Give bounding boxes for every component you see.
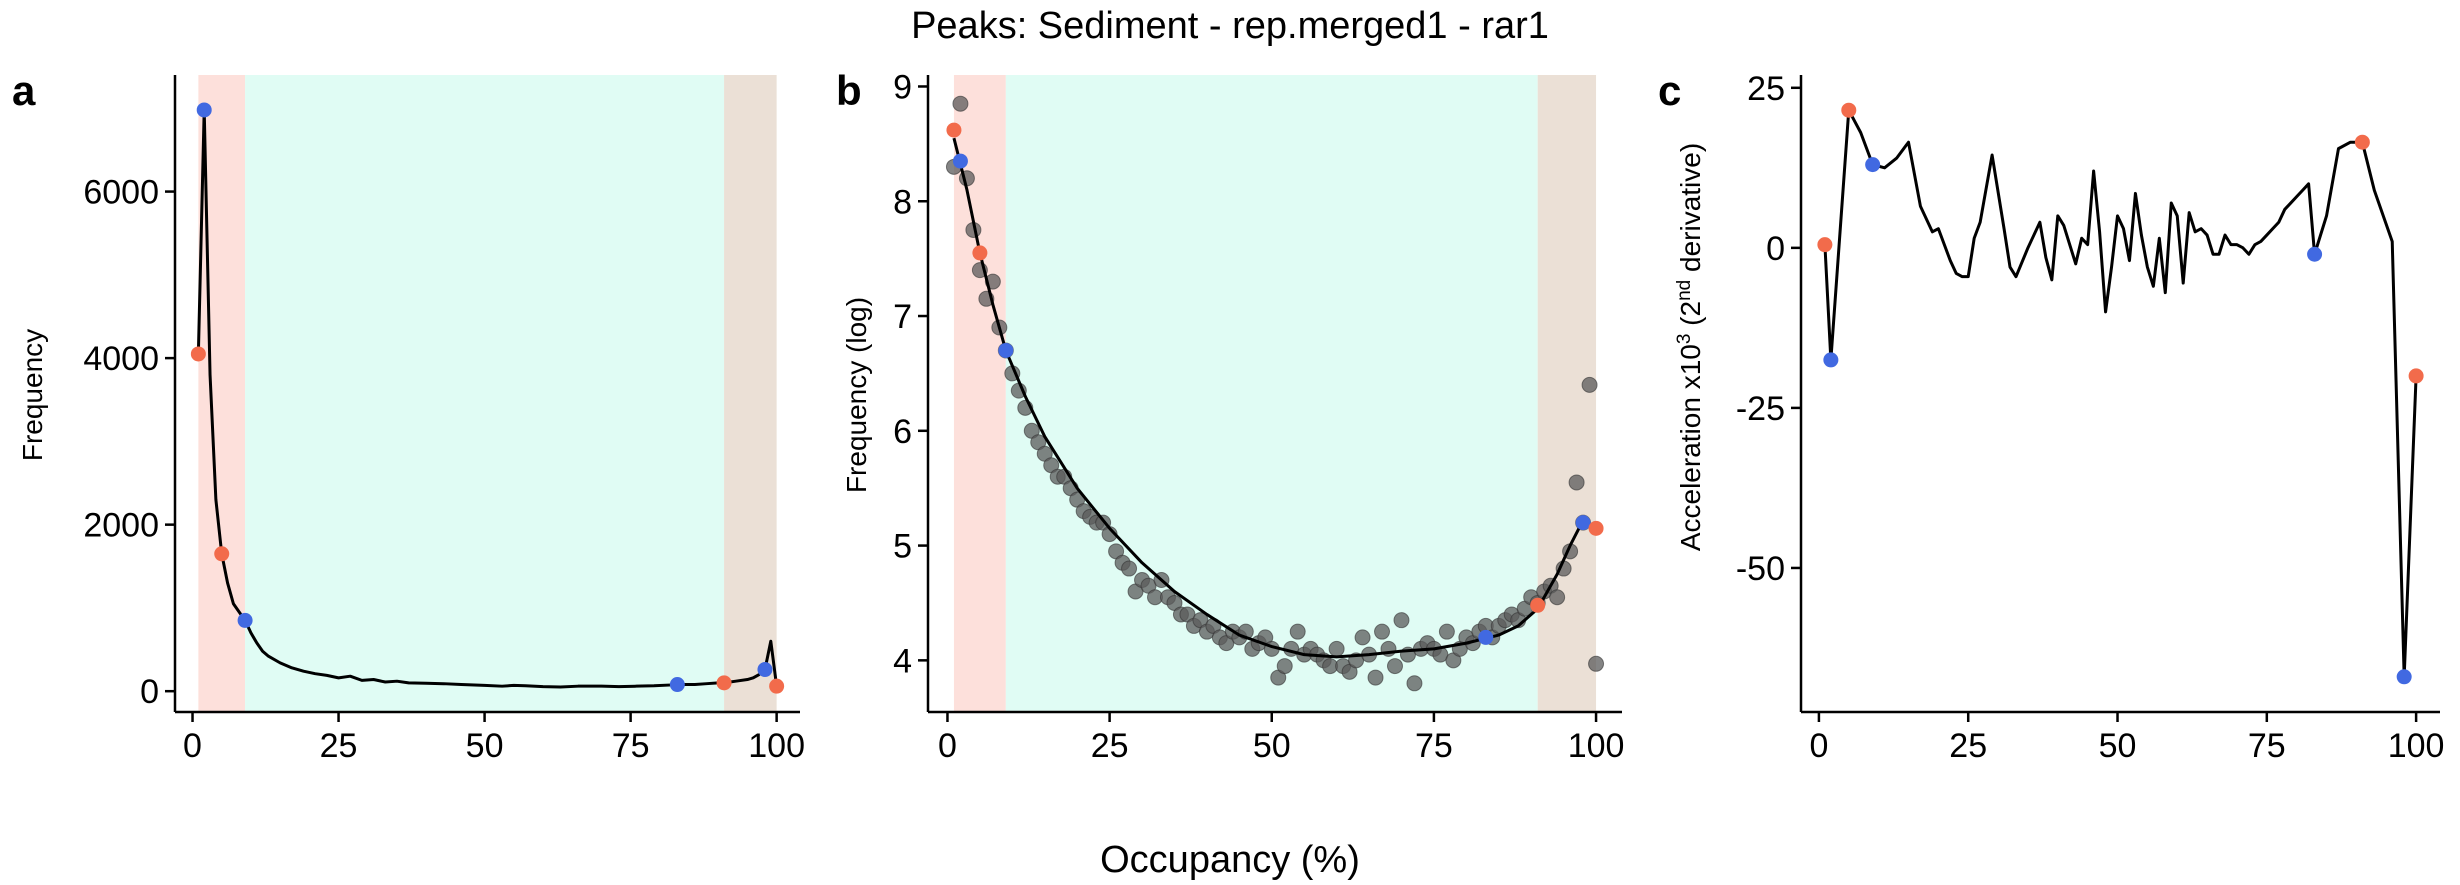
scatter-point: [1374, 623, 1391, 640]
panel-b-y-tick-label: 8: [893, 183, 912, 221]
panel-b-x-tick-label: 100: [1568, 727, 1625, 765]
panel-a-blue-point: [196, 102, 212, 118]
panel-c-series-line: [1823, 108, 2418, 679]
scatter-point: [1367, 669, 1384, 686]
panel-c-y-label-exp: 3: [1674, 334, 1695, 345]
panel-c-red-point: [2408, 368, 2424, 384]
scatter-point: [1549, 589, 1566, 606]
panel-a-blue-point: [757, 662, 773, 678]
panel-c-y-label-sup: nd: [1674, 280, 1695, 301]
panel-a-x-tick-label: 25: [320, 727, 358, 765]
panel-c-blue-point: [1823, 352, 1839, 368]
scatter-point: [1289, 623, 1306, 640]
panel-b-red-point: [1530, 597, 1546, 613]
scatter-point: [1581, 376, 1598, 393]
panel-b-blue-point: [952, 153, 968, 169]
panel-b-y-tick-label: 9: [893, 68, 912, 106]
panel-c-x-tick-label: 25: [1949, 727, 1987, 765]
panel-a-red-point: [190, 346, 206, 362]
figure-title: Peaks: Sediment - rep.merged1 - rar1: [911, 5, 1549, 47]
panel-b-red-point: [1588, 520, 1604, 536]
panel-a-red-point: [214, 546, 230, 562]
panel-c-x-tick-label: 100: [2388, 727, 2445, 765]
panel-b-band-high: [1537, 75, 1597, 712]
scatter-point: [1393, 612, 1410, 629]
panel-b-blue-point: [1478, 629, 1494, 645]
panel-b-blue-point: [1575, 515, 1591, 531]
panel-c-y-tick-label: -50: [1736, 550, 1785, 588]
panel-a-y-tick-label: 6000: [83, 174, 159, 212]
panel-b: b Frequency (log) 0 25 50 75 100 4 5 6 7 8 9: [836, 67, 1624, 765]
panel-a-blue-point: [669, 677, 685, 693]
panel-a-x-tick-label: 0: [183, 727, 202, 765]
panel-a-y-axis-label: Frequency: [17, 329, 48, 461]
panel-b-x-tick-label: 0: [938, 727, 957, 765]
panel-b-red-point: [946, 122, 962, 138]
panel-c-y-tick-label: -25: [1736, 390, 1785, 428]
panel-b-y-tick-label: 7: [893, 298, 912, 336]
panel-b-fit-line: [952, 137, 1585, 659]
panel-c-x-tick-label: 0: [1809, 727, 1828, 765]
panel-c-x-tick-label: 50: [2099, 727, 2137, 765]
panel-b-y-tick-label: 5: [893, 528, 912, 566]
shared-x-axis-label: Occupancy (%): [1100, 839, 1360, 881]
panel-a-x-tick-label: 50: [466, 727, 504, 765]
panel-c-blue-point: [2307, 246, 2323, 262]
panel-b-y-tick-label: 4: [893, 642, 912, 680]
panel-c-y-axis-label: Acceleration x103 (2nd derivative): [1674, 143, 1707, 551]
panel-c-blue-point: [2396, 669, 2412, 685]
scatter-point: [1406, 675, 1423, 692]
panel-c-y-label-main: Acceleration x10: [1675, 344, 1706, 551]
panel-c-blue-point: [1865, 157, 1881, 173]
panel-a: a Frequency 0 25 50 75 100 0 2000 4000 6000: [12, 67, 805, 765]
panel-c-red-point: [1817, 237, 1833, 253]
scatter-point: [1121, 560, 1138, 577]
panel-c-y-tick-label: 0: [1766, 230, 1785, 268]
panel-b-x-tick-label: 50: [1253, 727, 1291, 765]
panel-b-y-tick-label: 6: [893, 413, 912, 451]
panel-a-x-tick-label: 100: [748, 727, 805, 765]
panel-b-letter: b: [836, 67, 862, 114]
panel-a-y-tick-label: 0: [140, 673, 159, 711]
panel-a-y-tick-label: 4000: [83, 340, 159, 378]
panel-c-x-tick-label: 75: [2248, 727, 2286, 765]
panel-a-red-point: [716, 675, 732, 691]
panel-b-x-tick-label: 75: [1415, 727, 1453, 765]
scatter-point: [1438, 623, 1455, 640]
panel-b-y-axis-label: Frequency (log): [841, 297, 872, 493]
panel-c-red-point: [1841, 102, 1857, 118]
panel-c-y-label-paren-open: (2: [1675, 301, 1706, 334]
scatter-point: [1276, 658, 1293, 675]
panel-a-band-high: [724, 75, 777, 712]
panel-a-red-point: [769, 678, 785, 694]
panel-c-y-label-paren-close: derivative): [1675, 143, 1706, 280]
scatter-point: [1568, 474, 1585, 491]
scatter-point: [1328, 640, 1345, 657]
panel-a-y-tick-label: 2000: [83, 507, 159, 545]
panel-c-y-tick-label: 25: [1747, 70, 1785, 108]
scatter-point: [1354, 629, 1371, 646]
scatter-point: [952, 95, 969, 112]
panel-b-red-point: [972, 245, 988, 261]
panel-b-x-tick-label: 25: [1091, 727, 1129, 765]
panel-c-letter: c: [1658, 67, 1681, 114]
panel-a-band-mid: [245, 75, 725, 712]
panel-c: c Acceleration x103 (2nd derivative) 0 25…: [1658, 67, 2444, 765]
panel-a-letter: a: [12, 67, 36, 114]
panel-a-x-tick-label: 75: [612, 727, 650, 765]
panel-b-band-mid: [1005, 75, 1538, 712]
scatter-point: [1588, 655, 1605, 672]
panel-b-blue-point: [998, 342, 1014, 358]
panel-a-blue-point: [237, 612, 253, 628]
panel-c-red-point: [2354, 134, 2370, 150]
scatter-point: [1386, 658, 1403, 675]
